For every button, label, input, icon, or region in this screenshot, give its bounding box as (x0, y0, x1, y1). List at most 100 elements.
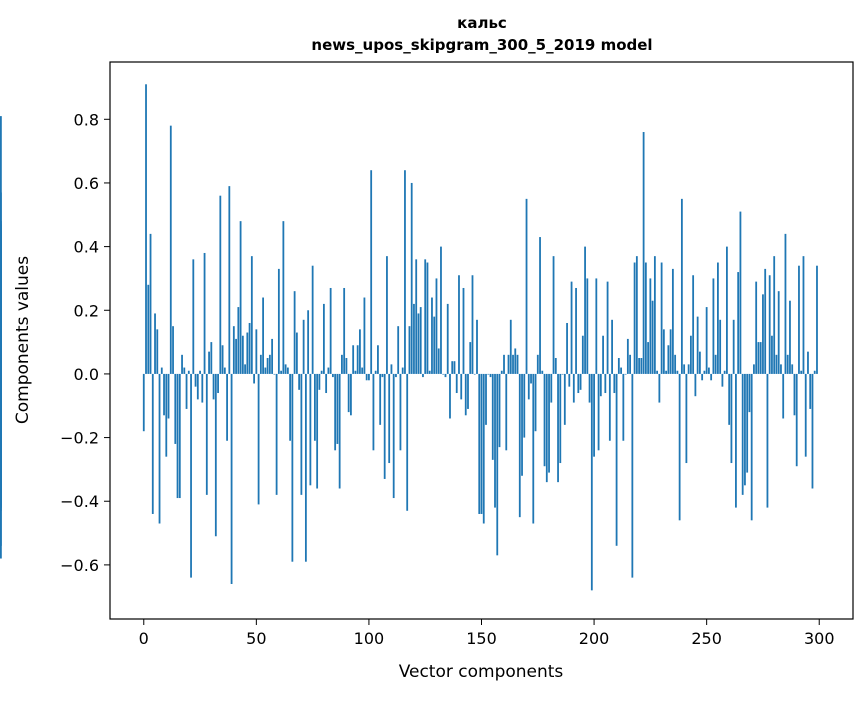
bar-225 (649, 278, 652, 374)
bar-103 (374, 370, 377, 374)
bar-247 (699, 351, 701, 374)
bar-234 (669, 329, 672, 374)
bar-166 (516, 354, 519, 374)
bar-150 (480, 373, 483, 514)
bar-67 (293, 291, 296, 374)
bar-218 (633, 262, 636, 374)
bar-56 (268, 354, 271, 374)
bar-192 (575, 287, 577, 374)
bar-169 (523, 373, 526, 438)
bar-290 (795, 373, 798, 467)
bar-274 (759, 342, 762, 374)
bar-70 (300, 373, 303, 495)
bar-151 (482, 373, 485, 524)
bar-11 (167, 373, 170, 419)
bar-252 (710, 373, 713, 381)
bar-66 (291, 373, 294, 562)
bar-253 (712, 278, 715, 374)
y-axis-label: Components values (13, 256, 33, 424)
bar-197 (586, 278, 589, 374)
bar-172 (530, 373, 532, 384)
bar-199 (590, 373, 593, 591)
bar-193 (577, 373, 580, 394)
bar-160 (503, 354, 505, 374)
bar-31 (212, 373, 215, 400)
bar-27 (203, 252, 206, 374)
bar-44 (241, 335, 244, 374)
bar-271 (753, 364, 755, 374)
bar-214 (624, 373, 627, 375)
bar-86 (336, 373, 339, 444)
bar-126 (426, 262, 429, 374)
x-tick-label: 0 (139, 629, 149, 648)
bar-47 (248, 322, 251, 374)
bar-267 (744, 373, 746, 486)
bar-94 (354, 370, 357, 374)
bar-12 (169, 125, 172, 374)
bar-148 (476, 319, 478, 374)
bar-129 (433, 316, 436, 374)
bar-7 (158, 373, 161, 524)
bar-40 (232, 326, 235, 374)
bar-195 (581, 335, 584, 374)
y-tick-label: 0.8 (74, 110, 99, 129)
bar-71 (302, 319, 305, 374)
bar-144 (467, 373, 469, 409)
bar-264 (737, 272, 740, 374)
bar-244 (692, 275, 695, 374)
bar-87 (338, 373, 341, 489)
bar-140 (458, 275, 460, 374)
bar-139 (455, 373, 458, 394)
bar-240 (683, 364, 686, 374)
bar-215 (626, 338, 629, 374)
bar-292 (800, 370, 803, 374)
x-tick-label: 50 (246, 629, 266, 648)
bar-235 (671, 268, 674, 374)
bar-276 (764, 268, 767, 374)
bar-249 (703, 370, 706, 374)
bar-123 (419, 307, 422, 374)
bar-23 (194, 373, 197, 387)
bar-54 (264, 367, 267, 374)
bar-198 (588, 373, 591, 403)
bar-246 (696, 316, 699, 374)
bar-108 (386, 256, 388, 374)
bar-10 (165, 373, 168, 457)
bar-152 (485, 373, 487, 425)
bar-33 (217, 373, 219, 394)
bar-298 (813, 370, 816, 374)
bar-175 (536, 354, 539, 374)
bar-147 (473, 373, 476, 375)
bar-133 (442, 373, 445, 375)
bar-297 (811, 373, 814, 489)
bar-28 (205, 373, 208, 495)
y-tick-label: 0.0 (74, 365, 99, 384)
bar-287 (789, 300, 791, 374)
bar-291 (798, 265, 800, 374)
x-axis-label: Vector components (399, 662, 564, 682)
bar-8 (160, 367, 163, 374)
bar-35 (221, 345, 224, 374)
bar-282 (777, 291, 780, 374)
bar-165 (514, 348, 517, 374)
bar-132 (440, 246, 442, 374)
bar-112 (395, 373, 397, 378)
bar-79 (320, 370, 323, 374)
bar-265 (739, 211, 742, 374)
bar-9 (163, 373, 165, 416)
bar-286 (786, 354, 789, 374)
bar-266 (741, 373, 744, 495)
y-tick-label: 0.2 (74, 301, 99, 320)
bar-46 (246, 332, 249, 374)
bar-226 (651, 300, 654, 374)
bar-84 (332, 373, 334, 378)
bar-178 (543, 373, 546, 467)
bar-208 (611, 319, 613, 374)
bar-188 (566, 322, 568, 374)
bar-89 (343, 287, 346, 374)
bar-73 (307, 310, 310, 374)
bar-81 (325, 373, 328, 394)
bar-201 (595, 278, 598, 374)
bar-85 (334, 373, 337, 451)
